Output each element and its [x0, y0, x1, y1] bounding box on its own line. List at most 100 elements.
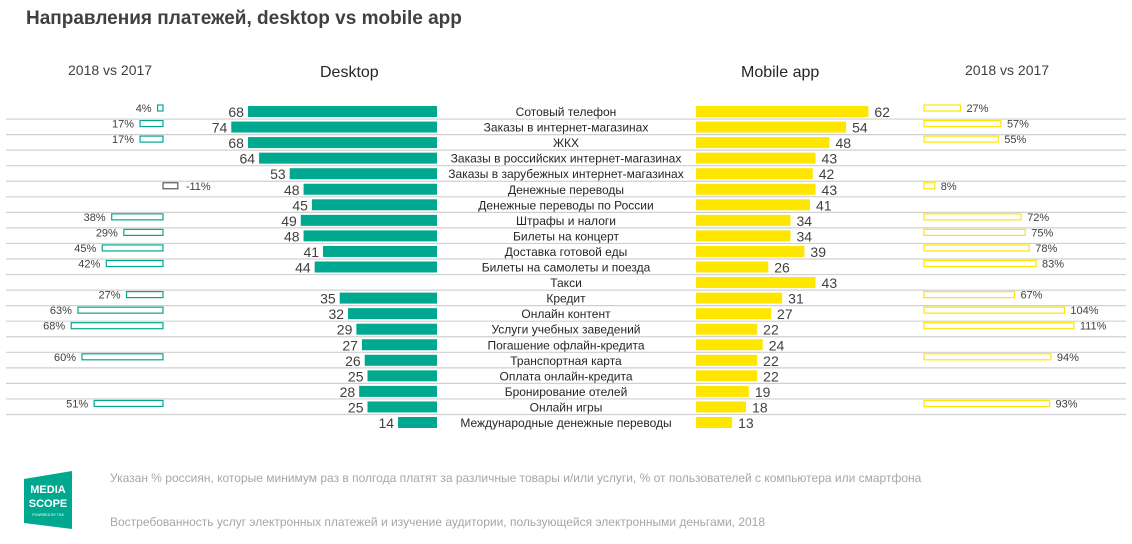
- category-label: Билеты на самолеты и поезда: [482, 261, 651, 275]
- desktop-value-label: 14: [379, 415, 395, 431]
- desktop-bar: [231, 121, 437, 133]
- desktop-change-bar: [111, 213, 164, 221]
- desktop-change-bar: [123, 228, 164, 236]
- mobile-change-bar: [923, 259, 1037, 268]
- desktop-change-bar: [101, 244, 164, 252]
- mobile-value-label: 24: [769, 337, 785, 353]
- category-label: Бронирование отелей: [505, 385, 628, 399]
- category-label: Оплата онлайн-кредита: [500, 369, 633, 383]
- mobile-bar: [696, 323, 758, 335]
- desktop-value-label: 49: [281, 213, 297, 229]
- desktop-value-label: 68: [228, 135, 244, 151]
- mobile-value-label: 43: [822, 151, 838, 167]
- mobile-value-label: 18: [752, 399, 768, 415]
- desktop-value-label: 35: [320, 291, 336, 307]
- mobile-value-label: 43: [822, 275, 838, 291]
- category-label: Заказы в российских интернет-магазинах: [451, 152, 682, 166]
- mobile-change-bar: [923, 353, 1052, 361]
- mobile-value-label: 27: [777, 306, 793, 322]
- desktop-change-label: 60%: [54, 352, 76, 364]
- mobile-value-label: 41: [816, 197, 832, 213]
- mobile-value-label: 42: [819, 166, 835, 182]
- mobile-change-bar: [923, 119, 1002, 128]
- desktop-change-bar: [125, 291, 164, 299]
- mobile-change-label: 83%: [1042, 259, 1064, 271]
- left-change-header: 2018 vs 2017: [68, 62, 153, 78]
- desktop-bar: [259, 152, 437, 164]
- mobile-value-label: 34: [797, 213, 813, 229]
- desktop-change-label: -11%: [186, 181, 211, 193]
- desktop-change-bar: [139, 135, 164, 143]
- desktop-bar: [359, 385, 437, 397]
- desktop-value-label: 74: [212, 120, 228, 136]
- mobile-bar: [696, 292, 783, 304]
- mobile-change-bar: [923, 244, 1030, 252]
- butterfly-chart: Сотовый телефон 68 62 4% 27% Заказы в интерне…: [6, 103, 1126, 431]
- mobile-bar: [696, 277, 816, 289]
- desktop-bar: [348, 308, 437, 320]
- desktop-value-label: 64: [240, 151, 256, 167]
- mobile-change-label: 111%: [1080, 321, 1107, 333]
- mobile-bar: [696, 168, 813, 180]
- category-label: ЖКХ: [553, 136, 579, 150]
- desktop-change-label: 29%: [96, 227, 118, 239]
- chart-title: Направления платежей, desktop vs mobile …: [26, 8, 462, 29]
- desktop-bar: [247, 106, 437, 117]
- category-label: Билеты на концерт: [513, 229, 619, 243]
- category-label: Денежные переводы: [508, 183, 624, 197]
- desktop-change-bar: [93, 399, 164, 408]
- desktop-bar: [361, 339, 437, 351]
- mobile-bar: [696, 121, 847, 133]
- mobile-change-label: 67%: [1020, 290, 1042, 302]
- mobile-value-label: 22: [763, 353, 779, 369]
- mobile-bar: [696, 401, 747, 413]
- desktop-value-label: 25: [348, 399, 364, 415]
- category-label: Доставка готовой еды: [505, 245, 627, 259]
- category-label: Заказы в интернет-магазинах: [484, 121, 649, 135]
- desktop-bar: [314, 261, 437, 273]
- desktop-change-label: 45%: [74, 243, 96, 255]
- mobile-bar: [696, 261, 769, 273]
- mobile-change-label: 55%: [1004, 134, 1026, 146]
- mobile-header: Mobile app: [741, 64, 820, 81]
- category-label: Заказы в зарубежных интернет-магазинах: [448, 167, 683, 181]
- category-label: Международные денежные переводы: [460, 416, 671, 430]
- right-change-header: 2018 vs 2017: [965, 62, 1050, 78]
- category-label: Погашение офлайн-кредита: [487, 338, 644, 352]
- mobile-change-label: 104%: [1070, 305, 1098, 317]
- desktop-value-label: 26: [345, 353, 361, 369]
- mobile-change-label: 93%: [1056, 398, 1078, 410]
- mobile-bar: [696, 137, 830, 149]
- mobile-change-bar: [923, 104, 962, 112]
- desktop-change-bar: [139, 119, 164, 128]
- desktop-change-bar: [77, 306, 164, 314]
- mobile-bar: [696, 354, 758, 366]
- mobile-bar: [696, 183, 816, 195]
- mobile-change-label: 27%: [966, 103, 988, 115]
- mobile-value-label: 13: [738, 415, 754, 431]
- desktop-change-label: 63%: [50, 305, 72, 317]
- category-label: Транспортная карта: [510, 354, 622, 368]
- desktop-bar: [303, 183, 437, 195]
- mobile-value-label: 26: [774, 260, 790, 276]
- desktop-change-bar: [105, 259, 164, 268]
- mobile-value-label: 43: [822, 182, 838, 198]
- mobile-change-label: 8%: [941, 181, 957, 193]
- desktop-change-bar: [81, 353, 164, 361]
- mobile-change-bar: [923, 182, 936, 190]
- mobile-change-bar: [923, 306, 1065, 314]
- desktop-bar: [303, 230, 437, 242]
- mobile-bar: [696, 245, 805, 257]
- category-label: Онлайн игры: [530, 400, 603, 414]
- desktop-bar: [300, 214, 437, 226]
- desktop-change-label: 38%: [84, 212, 106, 224]
- desktop-bar: [364, 354, 437, 366]
- mobile-bar: [696, 370, 758, 382]
- category-label: Онлайн контент: [521, 307, 611, 321]
- desktop-bar: [398, 417, 437, 428]
- mobile-value-label: 19: [755, 384, 771, 400]
- desktop-change-bar: [70, 322, 164, 330]
- desktop-change-bar: [162, 182, 179, 190]
- category-label: Кредит: [546, 292, 586, 306]
- category-label: Такси: [550, 276, 582, 290]
